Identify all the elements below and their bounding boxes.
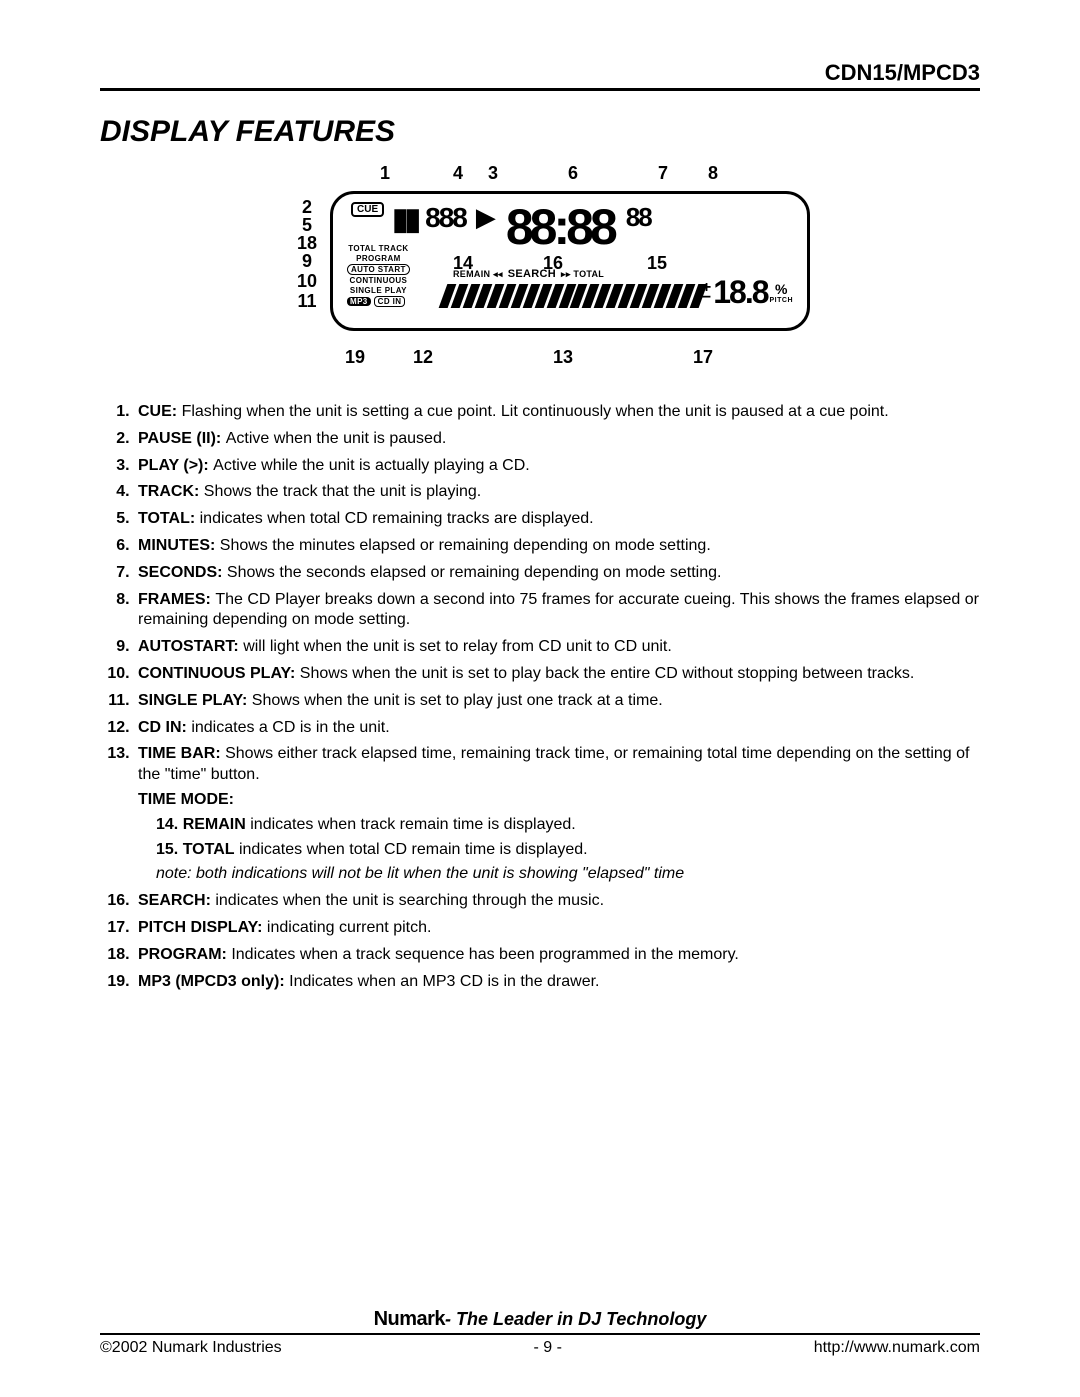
section-title: DISPLAY FEATURES [100, 115, 980, 149]
feature-desc: indicating current pitch. [267, 919, 432, 936]
feature-subitem: 14. REMAIN indicates when track remain t… [156, 815, 980, 836]
lcd-frames: 88 [626, 202, 651, 233]
feature-desc: Flashing when the unit is setting a cue … [182, 403, 889, 420]
callout-4: 4 [445, 163, 471, 184]
pause-icon: ▮▮ [392, 202, 417, 237]
feature-term: PROGRAM: [138, 946, 231, 963]
lcd-timebar [443, 284, 703, 308]
callout-12: 12 [410, 347, 436, 368]
feature-item: CONTINUOUS PLAY: Shows when the unit is … [134, 664, 980, 685]
lcd-track: 888 [425, 202, 466, 234]
feature-item: CD IN: indicates a CD is in the unit. [134, 718, 980, 739]
feature-desc: indicates when total CD remaining tracks… [200, 510, 594, 527]
feature-desc: Shows the track that the unit is playing… [204, 483, 481, 500]
footer-brand: Numark [374, 1308, 445, 1330]
lcd-mp3: MP3 [347, 297, 371, 306]
feature-item: PROGRAM: Indicates when a track sequence… [134, 945, 980, 966]
feature-term: PLAY (>): [138, 457, 213, 474]
feature-term: AUTOSTART: [138, 638, 243, 655]
feature-term: SINGLE PLAY: [138, 692, 252, 709]
callout-19: 19 [342, 347, 368, 368]
features-list: CUE: Flashing when the unit is setting a… [100, 402, 980, 992]
feature-subheading: TIME MODE: [138, 790, 980, 811]
feature-item: TIME BAR: Shows either track elapsed tim… [134, 744, 980, 885]
feature-term: CONTINUOUS PLAY: [138, 665, 300, 682]
footer-url: http://www.numark.com [814, 1339, 980, 1357]
callout-8: 8 [700, 163, 726, 184]
feature-desc: Shows either track elapsed time, remaini… [138, 745, 970, 783]
feature-term: TIME BAR: [138, 745, 225, 762]
feature-desc: will light when the unit is set to relay… [243, 638, 672, 655]
play-icon: ▶ [476, 202, 496, 233]
feature-item: AUTOSTART: will light when the unit is s… [134, 637, 980, 658]
callout-16: 16 [540, 253, 566, 274]
display-diagram: CUE ▮▮888 ▶ 88:88 88 TOTAL TRACKPROGRAMAUTO S… [100, 157, 980, 382]
callout-6: 6 [560, 163, 586, 184]
feature-term: CUE: [138, 403, 182, 420]
feature-desc: Indicates when a track sequence has been… [231, 946, 739, 963]
footer-copyright: ©2002 Numark Industries [100, 1339, 282, 1357]
feature-item: TOTAL: indicates when total CD remaining… [134, 509, 980, 530]
feature-term: SECONDS: [138, 564, 227, 581]
feature-desc: Shows the minutes elapsed or remaining d… [220, 537, 711, 554]
callout-10: 10 [294, 271, 320, 292]
feature-term: PAUSE (II): [138, 430, 226, 447]
lcd-pitch: +−18.8%PITCH [702, 274, 793, 311]
callout-14: 14 [450, 253, 476, 274]
feature-term: TRACK: [138, 483, 204, 500]
feature-item: FRAMES: The CD Player breaks down a seco… [134, 590, 980, 632]
feature-item: TRACK: Shows the track that the unit is … [134, 482, 980, 503]
feature-desc: Shows the seconds elapsed or remaining d… [227, 564, 722, 581]
feature-item: PAUSE (II): Active when the unit is paus… [134, 429, 980, 450]
feature-note: note: both indications will not be lit w… [156, 864, 980, 885]
lcd-cue: CUE [351, 202, 384, 217]
feature-term: CD IN: [138, 719, 191, 736]
footer-tagline: - The Leader in DJ Technology [445, 1309, 706, 1329]
feature-sublist: 14. REMAIN indicates when track remain t… [138, 815, 980, 885]
feature-item: SECONDS: Shows the seconds elapsed or re… [134, 563, 980, 584]
feature-term: SEARCH: [138, 892, 215, 909]
feature-term: PITCH DISPLAY: [138, 919, 267, 936]
page-footer: Numark- The Leader in DJ Technology ©200… [100, 1308, 980, 1357]
feature-item: MP3 (MPCD3 only): Indicates when an MP3 … [134, 972, 980, 993]
feature-desc: Shows when the unit is set to play back … [300, 665, 915, 682]
lcd-cdin: CD IN [374, 296, 406, 307]
feature-item: CUE: Flashing when the unit is setting a… [134, 402, 980, 423]
lcd-mode-stack: TOTAL TRACKPROGRAMAUTO STARTCONTINUOUSSI… [347, 244, 410, 307]
callout-7: 7 [650, 163, 676, 184]
callout-11: 11 [294, 291, 320, 312]
lcd-time: 88:88 [506, 202, 614, 252]
feature-item: SEARCH: indicates when the unit is searc… [134, 891, 980, 912]
feature-term: MP3 (MPCD3 only): [138, 973, 289, 990]
callout-9: 9 [294, 251, 320, 272]
callout-1: 1 [372, 163, 398, 184]
footer-page: - 9 - [533, 1339, 561, 1357]
feature-desc: indicates a CD is in the unit. [191, 719, 389, 736]
feature-desc: indicates when the unit is searching thr… [215, 892, 604, 909]
feature-term: MINUTES: [138, 537, 220, 554]
feature-term: TOTAL: [138, 510, 200, 527]
callout-13: 13 [550, 347, 576, 368]
feature-item: PLAY (>): Active while the unit is actua… [134, 456, 980, 477]
feature-desc: Indicates when an MP3 CD is in the drawe… [289, 973, 599, 990]
feature-desc: Shows when the unit is set to play just … [252, 692, 663, 709]
feature-term: FRAMES: [138, 591, 215, 608]
feature-item: PITCH DISPLAY: indicating current pitch. [134, 918, 980, 939]
feature-item: SINGLE PLAY: Shows when the unit is set … [134, 691, 980, 712]
feature-desc: Active while the unit is actually playin… [213, 457, 530, 474]
callout-3: 3 [480, 163, 506, 184]
feature-desc: Active when the unit is paused. [226, 430, 447, 447]
feature-item: MINUTES: Shows the minutes elapsed or re… [134, 536, 980, 557]
lcd-panel: CUE ▮▮888 ▶ 88:88 88 TOTAL TRACKPROGRAMAUTO S… [330, 191, 810, 331]
feature-desc: The CD Player breaks down a second into … [138, 591, 979, 629]
callout-15: 15 [644, 253, 670, 274]
callout-17: 17 [690, 347, 716, 368]
header-model: CDN15/MPCD3 [100, 60, 980, 91]
feature-subitem: 15. TOTAL indicates when total CD remain… [156, 840, 980, 861]
